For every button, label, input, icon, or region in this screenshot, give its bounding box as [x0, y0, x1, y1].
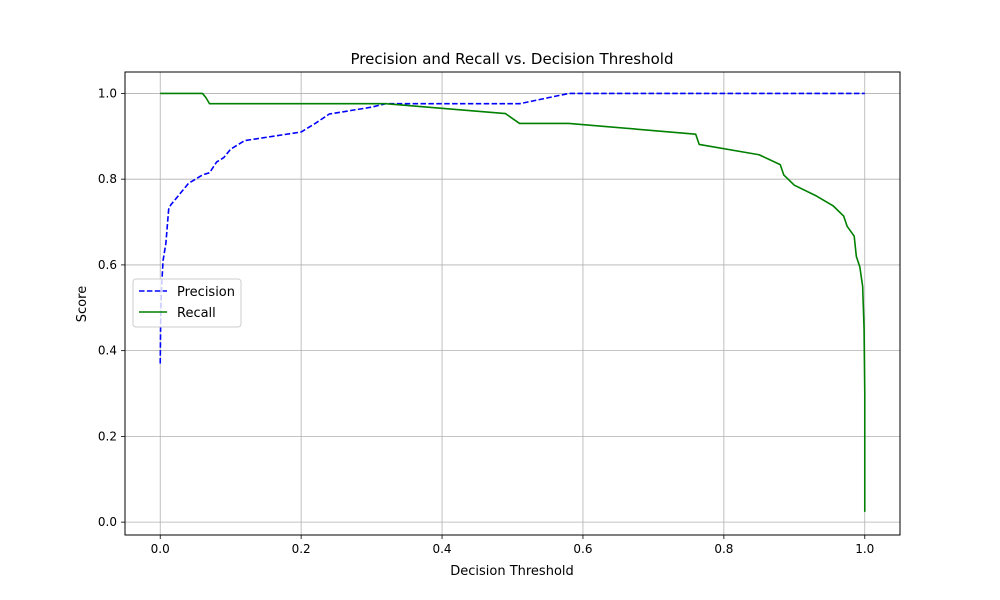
- y-tick-label: 0.4: [98, 344, 117, 358]
- legend-precision-label: Precision: [177, 285, 235, 300]
- y-tick-label: 0.6: [98, 258, 117, 272]
- y-tick-label: 1.0: [98, 86, 117, 100]
- axis-ticks: 0.0 0.2 0.4 0.6 0.8 1.0 0.0 0.2 0.4 0.6 0.8 1.0: [98, 86, 874, 556]
- y-tick-label: 0.0: [98, 515, 117, 529]
- legend-recall-label: Recall: [177, 306, 216, 321]
- y-tick-label: 0.2: [98, 429, 117, 443]
- x-tick-label: 0.8: [714, 542, 733, 556]
- y-axis-label: Score: [75, 286, 90, 322]
- series-line-recall: [160, 92, 866, 512]
- y-tick-label: 0.8: [98, 172, 117, 186]
- x-axis-label: Decision Threshold: [450, 564, 574, 579]
- x-tick-label: 0.0: [151, 542, 170, 556]
- x-tick-label: 0.6: [573, 542, 592, 556]
- x-tick-label: 0.4: [432, 542, 451, 556]
- legend: Precision Recall: [132, 278, 242, 328]
- grid-lines: [125, 72, 900, 535]
- series-line-precision: [159, 92, 865, 364]
- plot-area-frame: [124, 71, 901, 536]
- x-tick-label: 1.0: [855, 542, 874, 556]
- x-tick-label: 0.2: [292, 542, 311, 556]
- chart-title: Precision and Recall vs. Decision Thresh…: [351, 50, 674, 68]
- series-lines: [159, 92, 866, 512]
